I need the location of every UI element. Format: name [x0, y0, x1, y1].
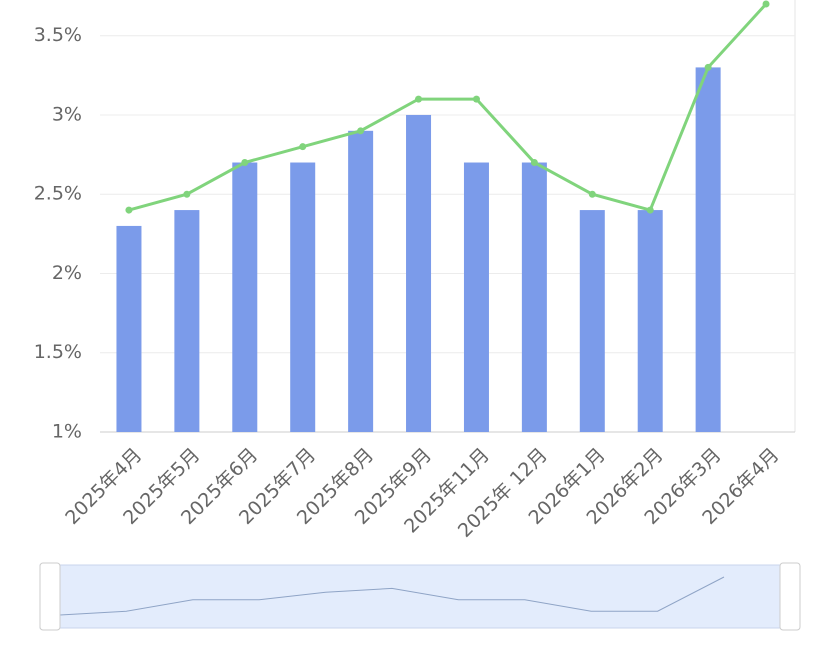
bar — [695, 67, 721, 432]
bar — [579, 210, 605, 432]
line-point — [530, 159, 538, 167]
y-tick-label: 3.5% — [34, 24, 82, 46]
y-tick-label: 3% — [52, 103, 82, 125]
bar — [637, 210, 663, 432]
line-point — [357, 127, 365, 135]
line-point — [125, 206, 133, 214]
line-point — [704, 63, 712, 71]
zoom-slider[interactable] — [39, 564, 799, 629]
line-point — [588, 190, 596, 198]
line-point — [241, 159, 249, 167]
bar — [232, 162, 258, 432]
bar — [348, 130, 374, 432]
bar — [174, 210, 200, 432]
line-point — [762, 0, 770, 8]
line-point — [472, 95, 480, 103]
zoom-handle-left[interactable] — [39, 562, 61, 631]
bar — [463, 162, 489, 432]
y-tick-label: 1.5% — [34, 341, 82, 363]
line-point — [299, 143, 307, 151]
zoom-overview-line — [59, 576, 725, 616]
zoom-handle-right[interactable] — [779, 562, 801, 631]
y-tick-label: 2.5% — [34, 183, 82, 205]
bar — [116, 225, 142, 432]
bar — [521, 162, 547, 432]
bar — [406, 114, 432, 433]
line-point — [646, 206, 654, 214]
y-tick-label: 2% — [52, 262, 82, 284]
line-point — [183, 190, 191, 198]
y-tick-label: 1% — [52, 421, 82, 443]
line — [128, 2, 768, 212]
line-point — [415, 95, 423, 103]
bar — [290, 162, 316, 432]
